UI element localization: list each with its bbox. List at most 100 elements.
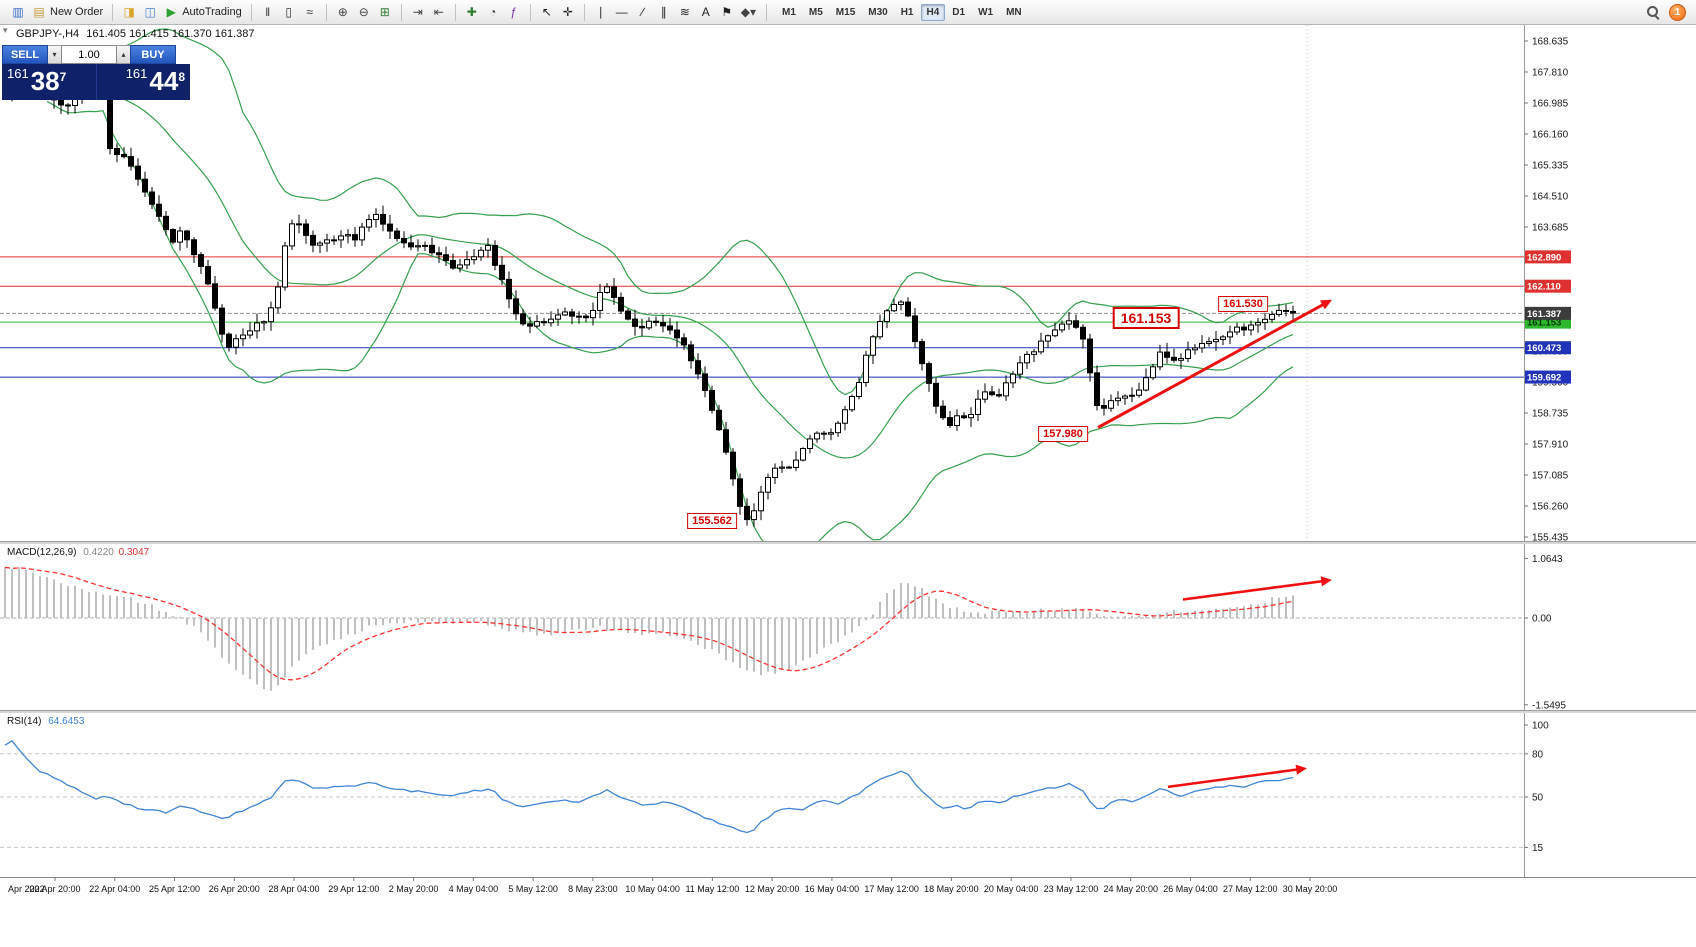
new-order-icon: ▤ [33, 5, 45, 19]
trendline-icon[interactable]: ∕ [633, 2, 653, 22]
one-click-collapse-icon[interactable]: ▾ [3, 25, 8, 35]
horizontal-line-icon[interactable]: ― [612, 2, 632, 22]
fibonacci-icon[interactable]: ≋ [675, 2, 695, 22]
shapes-dropdown-icon[interactable]: ◆▾ [738, 2, 759, 22]
time-axis-label: 26 May 04:00 [1163, 884, 1218, 894]
level-price-badge-text: 161.153 [1527, 318, 1561, 329]
price-annotation[interactable]: 155.562 [687, 513, 737, 530]
time-axis-label: 10 May 04:00 [625, 884, 680, 894]
toolbar-group-objects: ✚ ◔ ƒ [460, 2, 526, 22]
rsi-chart[interactable]: 100 80 50 15 [0, 713, 1696, 877]
sell-price[interactable]: 161387 [2, 64, 96, 100]
toolbar-separator [583, 3, 585, 21]
chart-shift-icon[interactable]: ⇤ [429, 2, 449, 22]
tile-windows-icon[interactable]: ⊞ [375, 2, 395, 22]
toolbar-group-windows: ◨ ◫ ▶ AutoTrading [117, 2, 247, 22]
sell-button[interactable]: SELL [2, 45, 48, 64]
line-chart-icon[interactable]: ≈ [300, 2, 320, 22]
vertical-line-icon[interactable]: ∣ [591, 2, 611, 22]
zoom-in-icon[interactable]: ⊕ [333, 2, 353, 22]
sell-price-main: 38 [30, 66, 60, 96]
time-axis-label: 5 May 12:00 [508, 884, 558, 894]
trend-arrow-head [1320, 299, 1332, 310]
new-order-button[interactable]: ▤ New Order [29, 2, 106, 22]
level-price-badge [1525, 341, 1571, 355]
macd-name: MACD(12,26,9) [7, 547, 77, 558]
text-icon[interactable]: A [696, 2, 716, 22]
volume-down-icon[interactable]: ▾ [48, 45, 61, 64]
price-axis-label: 164.510 [1532, 191, 1569, 202]
auto-scroll-icon[interactable]: ⇥ [408, 2, 428, 22]
panel-separator[interactable] [0, 710, 1696, 713]
timeframe-m30[interactable]: M30 [868, 6, 888, 18]
timeframe-h1[interactable]: H1 [900, 6, 914, 18]
rsi-line [4, 739, 1294, 834]
trend-arrow-head [1295, 764, 1307, 775]
toolbar-group-cursor-tools: ↖ ✛ [535, 2, 580, 22]
buy-price-prefix: 161 [125, 66, 148, 81]
toolbar-separator [454, 3, 456, 21]
autotrading-button[interactable]: ▶ AutoTrading [161, 2, 245, 22]
zoom-out-icon[interactable]: ⊖ [354, 2, 374, 22]
time-axis-label: 12 May 20:00 [745, 884, 800, 894]
fibonacci-icon: ≋ [679, 5, 690, 19]
candlestick-chart[interactable]: 168.635 167.810 166.985 166.160 165.335 164.5… [0, 25, 1696, 541]
profiles-icon[interactable]: ◨ [119, 2, 139, 22]
channel-icon[interactable]: ∥ [654, 2, 674, 22]
time-axis-label: 11 May 12:00 [685, 884, 739, 894]
rsi-axis-label: 100 [1532, 720, 1549, 731]
timeframe-m15[interactable]: M15 [835, 6, 856, 18]
buy-price[interactable]: 161448 [95, 64, 191, 100]
buy-button[interactable]: BUY [130, 45, 176, 64]
macd-signal-value: 0.3047 [118, 547, 150, 558]
market-watch-icon[interactable]: ◫ [140, 2, 160, 22]
timeframe-m1[interactable]: M1 [781, 6, 796, 18]
indicators-icon[interactable]: ƒ [504, 2, 524, 22]
timeframe-d1[interactable]: D1 [952, 6, 966, 18]
panel-separator[interactable] [0, 541, 1696, 544]
price-annotation[interactable]: 161.530 [1218, 295, 1268, 312]
rsi-name: RSI(14) [7, 716, 42, 727]
candlestick-chart-icon[interactable]: ▯ [279, 2, 299, 22]
macd-signal-line [4, 566, 1294, 681]
search-icon[interactable] [1645, 4, 1661, 20]
volume-input[interactable] [61, 45, 117, 64]
profiles-icon: ◨ [123, 5, 135, 19]
time-axis[interactable]: Apr 2022 20 Apr 20:00 22 Apr 04:00 25 Apr 1… [0, 877, 1696, 900]
timeframe-m5[interactable]: M5 [808, 6, 823, 18]
timeframe-mn[interactable]: MN [1006, 6, 1022, 18]
timeframe-w1[interactable]: W1 [978, 6, 994, 18]
price-annotation[interactable]: 157.980 [1038, 425, 1088, 442]
new-chart-icon[interactable]: ✚ [462, 2, 482, 22]
period-dropdown-icon: ◔ [489, 5, 497, 19]
new-order-button-label: New Order [50, 6, 104, 18]
buy-price-sup: 8 [178, 70, 185, 84]
label-icon[interactable]: ⚑ [717, 2, 737, 22]
price-axis-label: 168.635 [1532, 36, 1569, 47]
timeframe-h4[interactable]: H4 [920, 3, 946, 21]
cursor-icon: ↖ [541, 5, 552, 19]
time-axis-label: 16 May 04:00 [805, 884, 860, 894]
price-annotation[interactable]: 161.153 [1112, 307, 1180, 330]
main-chart-overlay: ▾ GBPJPY-,H4 161.405 161.415 161.370 161… [0, 25, 1696, 541]
text-icon: A [701, 5, 710, 19]
volume-up-icon[interactable]: ▴ [117, 45, 130, 64]
time-axis-label: 27 May 12:00 [1223, 884, 1278, 894]
cursor-icon[interactable]: ↖ [537, 2, 557, 22]
time-axis-label: 20 May 04:00 [984, 884, 1039, 894]
period-dropdown-icon[interactable]: ◔ [483, 2, 503, 22]
crosshair-icon[interactable]: ✛ [558, 2, 578, 22]
autotrading-button-label: AutoTrading [182, 6, 242, 18]
time-axis-label: 25 Apr 12:00 [149, 884, 200, 894]
level-price-badge [1525, 370, 1571, 384]
bar-chart-icon: ‖ [265, 5, 271, 19]
macd-chart[interactable]: 1.0643 0.00 -1.5495 [0, 544, 1696, 710]
chart-ohlc-header: GBPJPY-,H4 161.405 161.415 161.370 161.3… [16, 28, 258, 40]
notification-badge[interactable]: 1 [1669, 3, 1686, 21]
bar-chart-icon[interactable]: ‖ [258, 2, 278, 22]
macd-axis-label: 0.00 [1532, 613, 1552, 624]
time-axis-label: 2 May 20:00 [389, 884, 439, 894]
indicators-icon: ƒ [510, 5, 518, 19]
bollinger-upper-band [46, 28, 1294, 396]
